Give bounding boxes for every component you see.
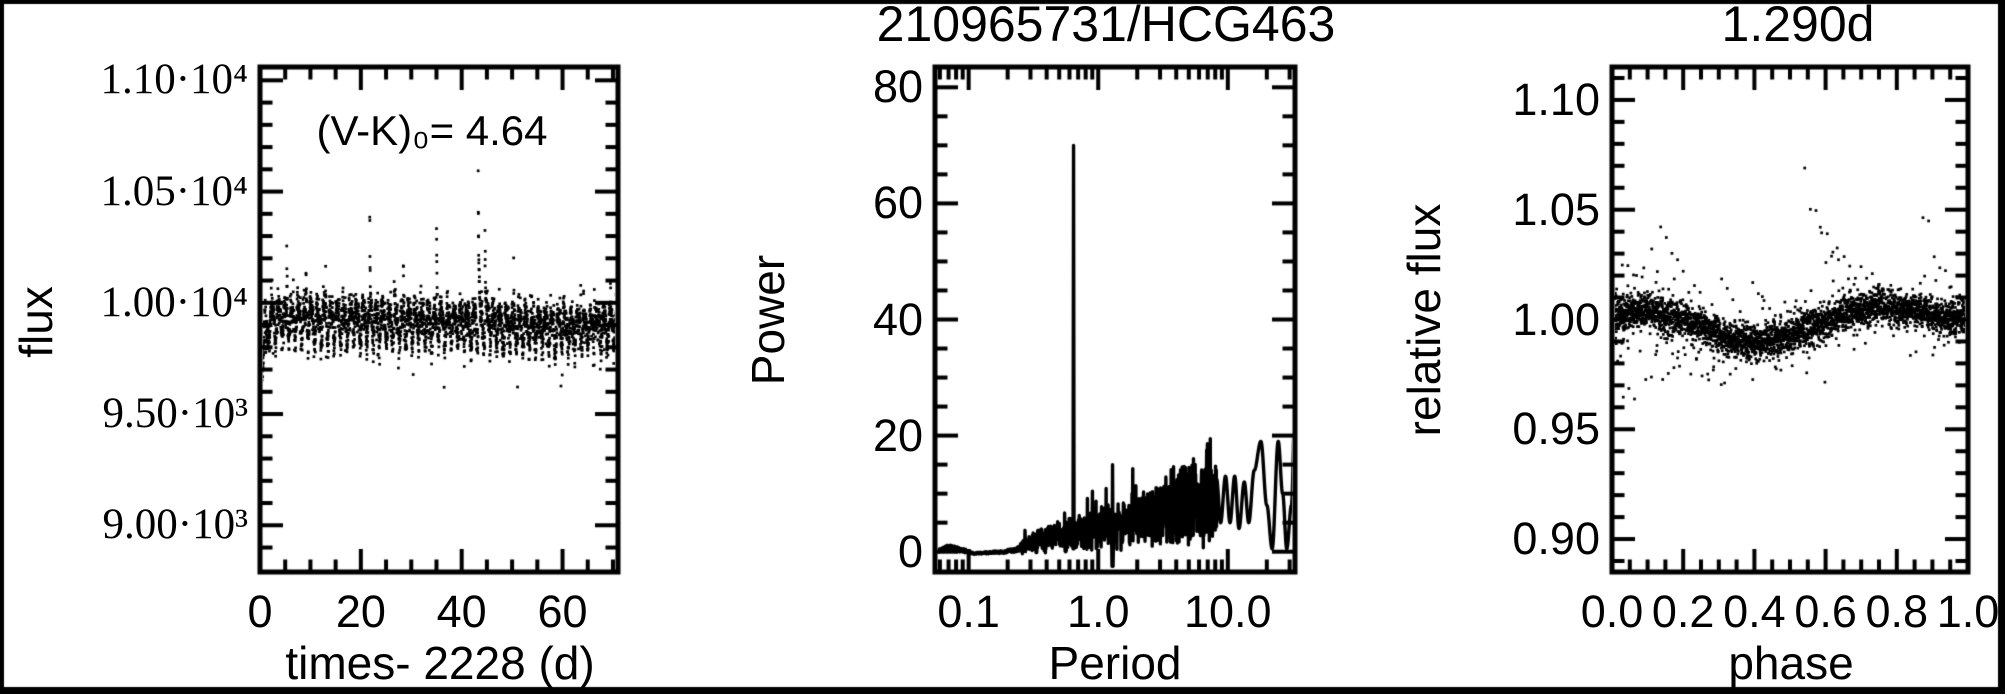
main-title: 210965731/HCG463 [876, 0, 1336, 52]
period-axis-label: Period [1048, 637, 1182, 689]
power-axis-label: Power [742, 254, 794, 386]
flux-axis-label: flux [10, 286, 62, 358]
color-index-annotation: (V-K)₀= 4.64 [316, 107, 548, 154]
relative-flux-axis-label: relative flux [1398, 203, 1450, 437]
phase-axis-label: phase [1728, 637, 1854, 689]
period-title: 1.290d [1721, 0, 1875, 52]
time-axis-label: times- 2228 (d) [285, 637, 595, 689]
